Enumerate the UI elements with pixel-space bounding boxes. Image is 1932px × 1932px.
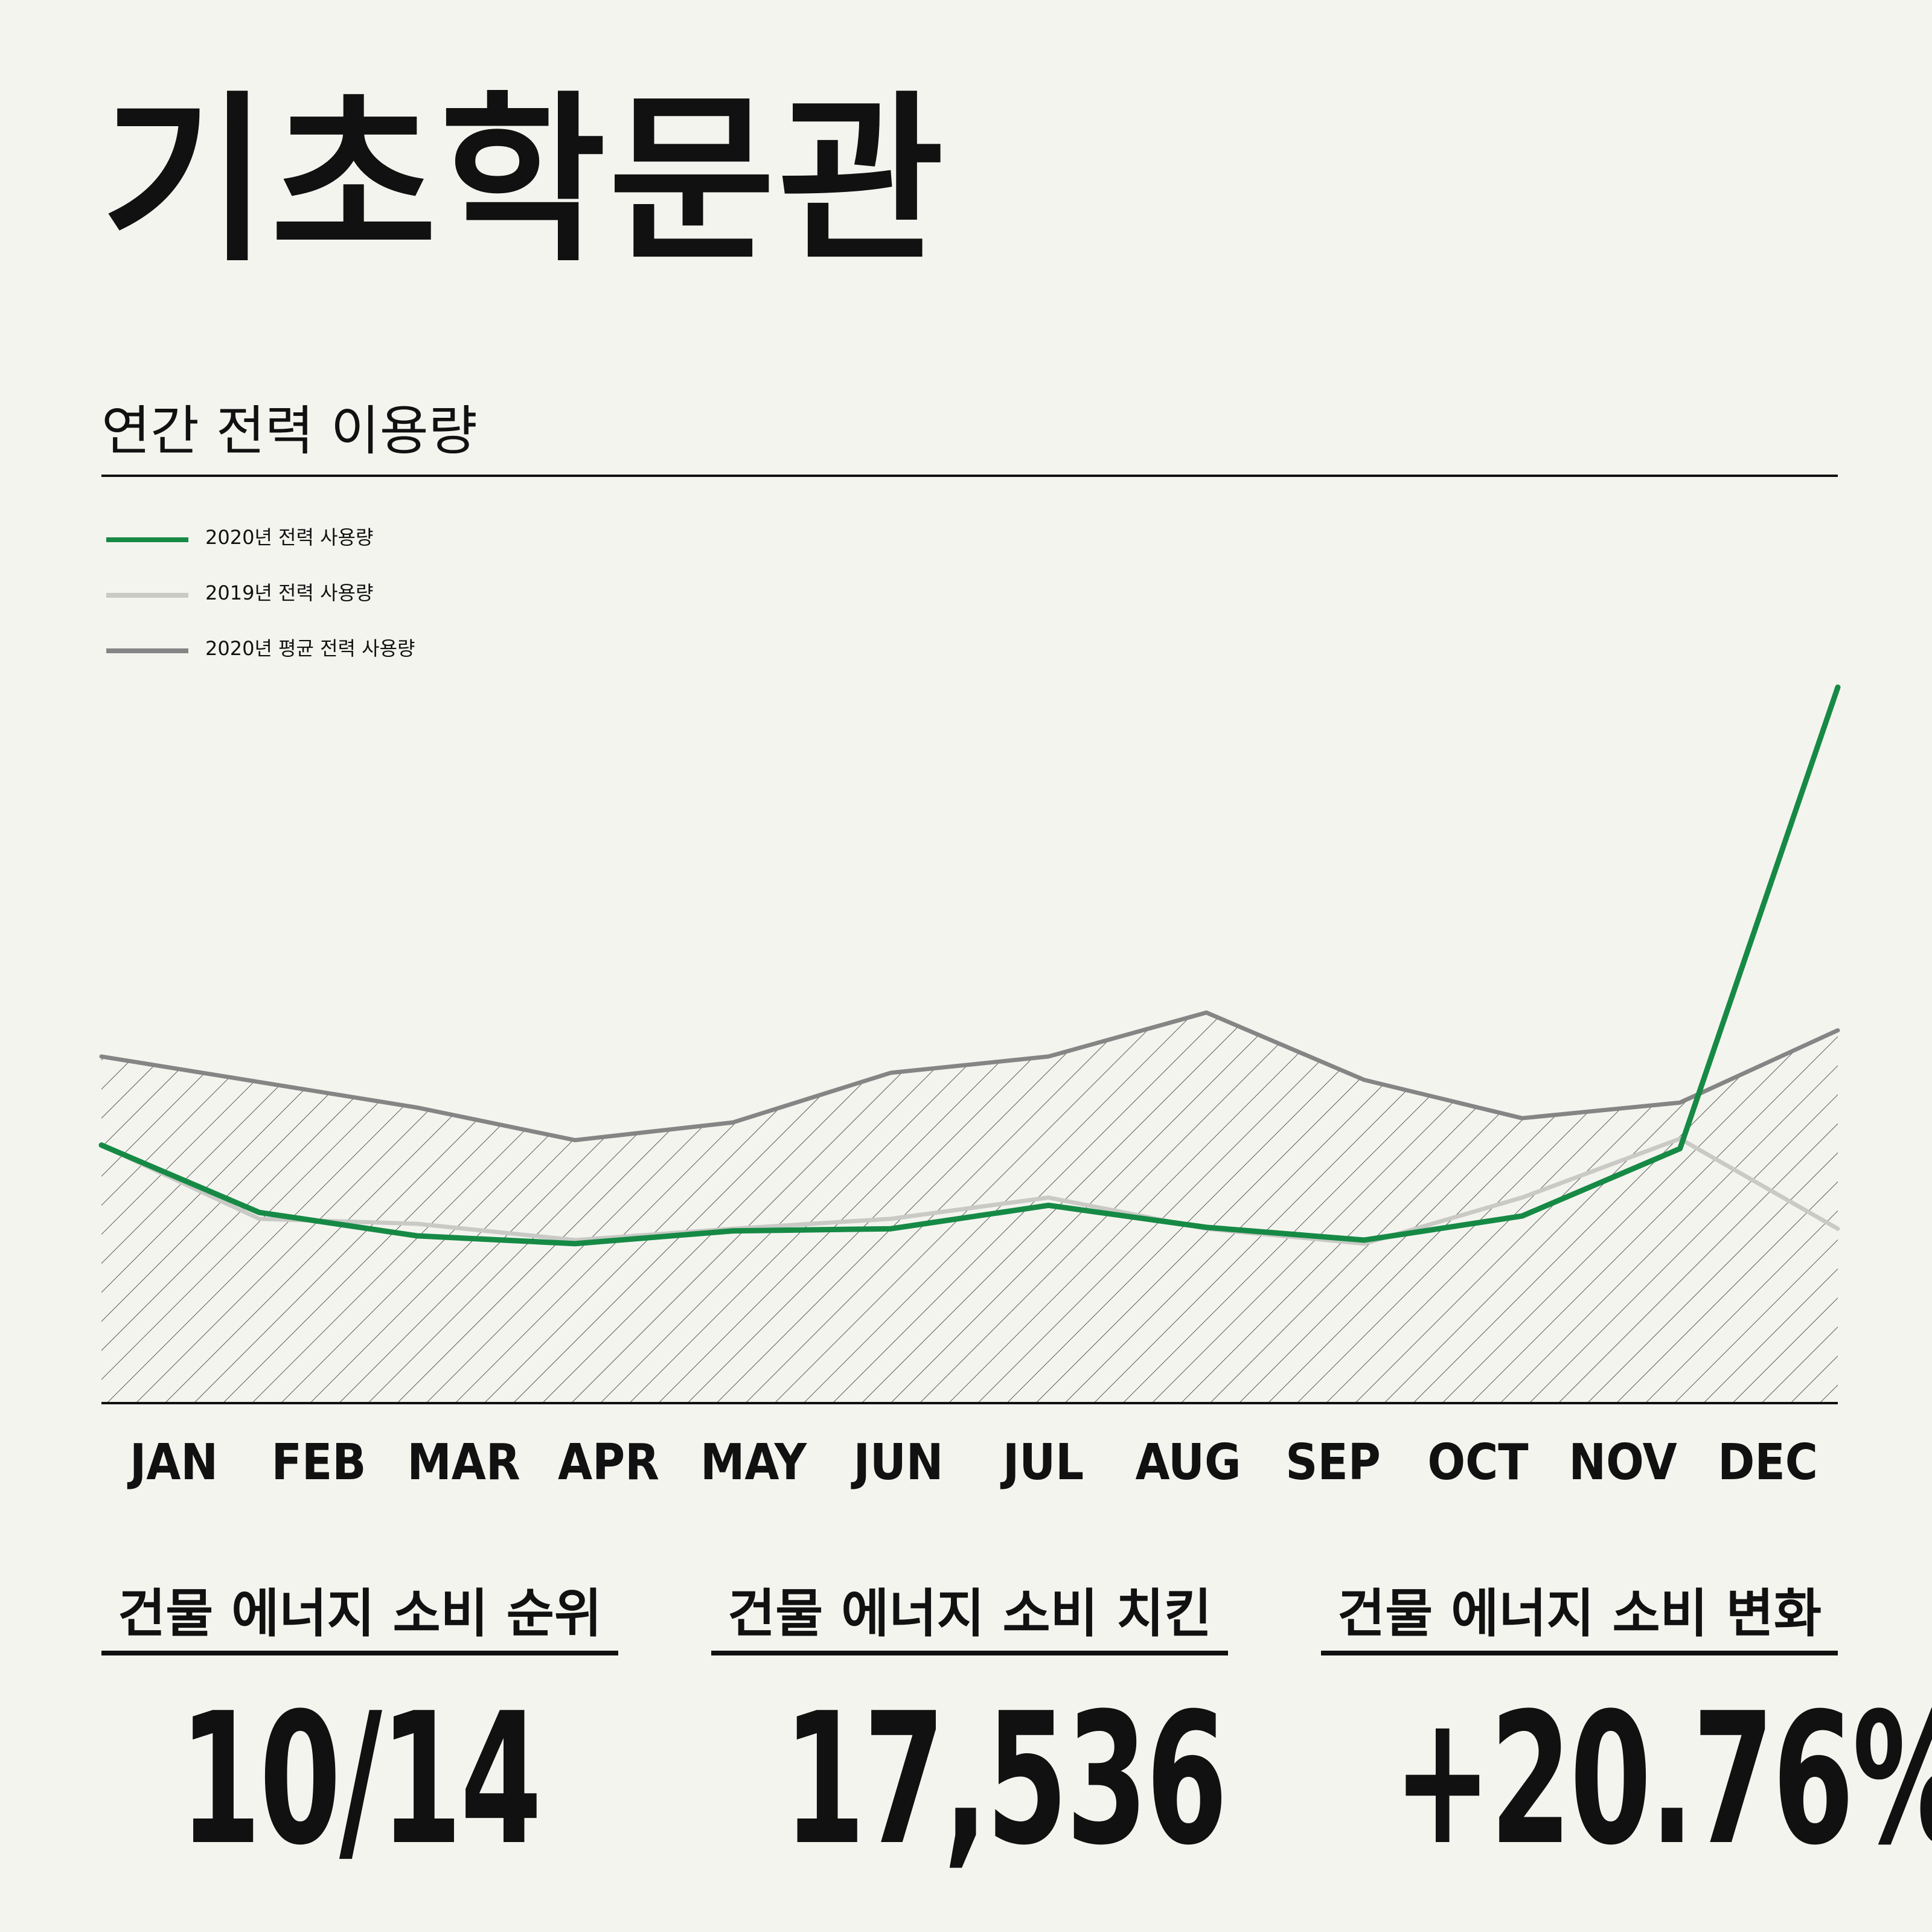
x-tick-label-mar: MAR xyxy=(407,1434,520,1491)
stat-ranking-rule xyxy=(101,1651,618,1655)
stat-chicken-value: 17,536 xyxy=(783,1674,1227,1885)
x-tick-label-dec: DEC xyxy=(1718,1434,1818,1491)
stat-change-label: 건물 에너지 소비 변화 xyxy=(1337,1584,1822,1644)
section-divider xyxy=(101,475,1838,477)
x-tick-label-may: MAY xyxy=(700,1434,808,1491)
series-line-2020 xyxy=(98,684,1841,1247)
series-line-average xyxy=(99,1010,1840,1142)
stat-change-rule xyxy=(1321,1651,1838,1655)
stat-change: 건물 에너지 소비 변화 +20.76% xyxy=(1321,1584,1932,1885)
x-tick-label-sep: SEP xyxy=(1285,1434,1381,1491)
legend-label-2019: 2019년 전력 사용량 xyxy=(205,581,374,604)
x-tick-label-jan: JAN xyxy=(127,1434,218,1491)
legend-swatch-2020 xyxy=(106,537,188,542)
stat-chicken-label: 건물 에너지 소비 치킨 xyxy=(728,1584,1212,1644)
legend-label-average: 2020년 평균 전력 사용량 xyxy=(205,637,415,660)
x-tick-label-apr: APR xyxy=(558,1434,659,1491)
x-tick-label-aug: AUG xyxy=(1135,1434,1241,1491)
x-tick-label-jun: JUN xyxy=(850,1434,943,1491)
page-title: 기초학문관 xyxy=(101,75,947,286)
stat-chicken: 건물 에너지 소비 치킨 17,536 xyxy=(711,1588,1228,1870)
legend-swatch-2019 xyxy=(106,593,188,598)
stat-ranking-label: 건물 에너지 소비 순위 xyxy=(118,1584,602,1644)
series-line-2019 xyxy=(99,1136,1840,1246)
x-tick-label-oct: OCT xyxy=(1427,1434,1528,1491)
stat-ranking: 건물 에너지 소비 순위 10/14 xyxy=(101,1588,618,1870)
legend-swatch-average xyxy=(106,648,188,653)
legend-label-2020: 2020년 전력 사용량 xyxy=(205,526,374,549)
chart-section-title: 연간 전력 이용량 xyxy=(101,400,478,462)
x-tick-label-feb: FEB xyxy=(271,1434,366,1491)
x-tick-label-nov: NOV xyxy=(1569,1434,1677,1491)
stat-chicken-rule xyxy=(711,1651,1228,1655)
stat-ranking-value: 10/14 xyxy=(179,1674,542,1885)
x-tick-label-jul: JUL xyxy=(1000,1434,1084,1491)
stat-change-value: +20.76% xyxy=(1393,1674,1932,1885)
